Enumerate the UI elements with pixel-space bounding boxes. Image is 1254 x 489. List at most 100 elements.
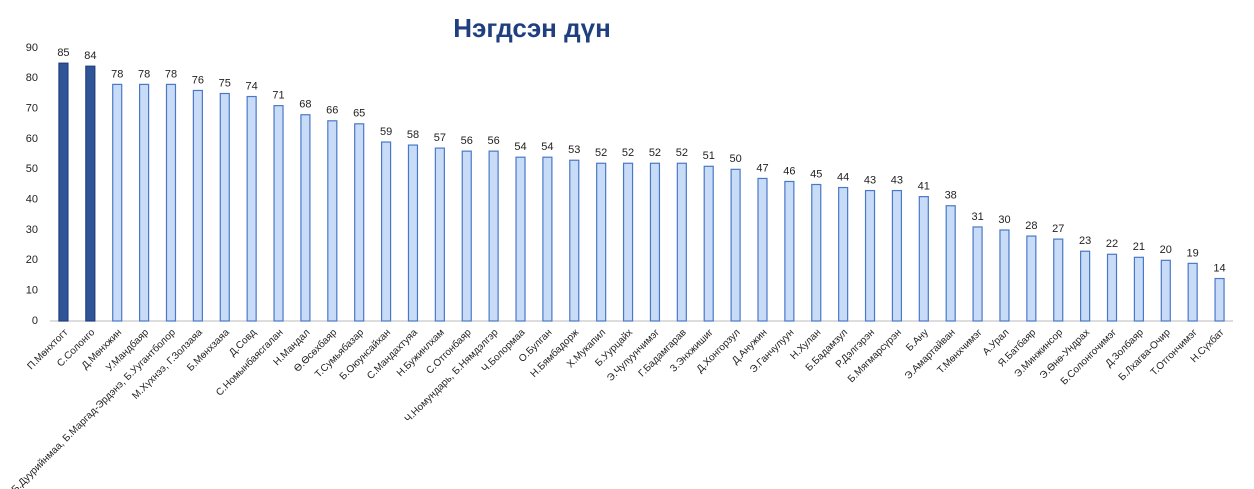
value-label: 58 [407, 129, 419, 141]
bar [488, 150, 499, 322]
value-label: 14 [1213, 262, 1225, 274]
value-label: 84 [84, 50, 96, 62]
bar [434, 147, 445, 322]
bar [85, 65, 96, 322]
value-label: 27 [1052, 223, 1064, 235]
value-label: 38 [945, 190, 957, 202]
value-label: 41 [918, 181, 930, 193]
bar [246, 95, 257, 322]
bar [380, 141, 392, 322]
bar [999, 229, 1010, 322]
value-label: 53 [568, 144, 580, 156]
value-label: 23 [1079, 235, 1091, 247]
y-tick-label: 50 [26, 163, 38, 175]
y-tick-label: 10 [26, 285, 38, 297]
value-label: 56 [488, 135, 500, 147]
value-label: 19 [1187, 247, 1199, 259]
value-label: 20 [1160, 244, 1172, 256]
bar [461, 150, 472, 322]
value-label: 59 [380, 126, 392, 138]
value-label: 31 [971, 211, 983, 223]
bar [515, 156, 526, 322]
bar [112, 83, 123, 322]
bar [300, 114, 311, 322]
bar [730, 168, 741, 322]
y-tick-label: 70 [26, 103, 38, 115]
value-label: 43 [864, 174, 876, 186]
chart-title: Нэгдсэн дүн [453, 13, 611, 43]
value-label: 54 [541, 141, 553, 153]
value-label: 52 [595, 147, 607, 159]
value-label: 43 [891, 174, 903, 186]
bar [165, 83, 177, 322]
value-label: 54 [514, 141, 526, 153]
value-label: 57 [434, 132, 446, 144]
y-tick-label: 80 [26, 72, 38, 84]
value-label: 78 [138, 68, 150, 80]
bar [784, 180, 795, 322]
value-label: 30 [998, 214, 1010, 226]
value-label: 52 [622, 147, 634, 159]
value-label: 22 [1106, 238, 1118, 250]
bar [1106, 253, 1118, 322]
bar [864, 189, 876, 322]
value-label: 28 [1025, 220, 1037, 232]
bar [569, 159, 580, 322]
y-tick-label: 30 [26, 224, 38, 236]
y-tick-label: 20 [26, 254, 38, 266]
value-label: 52 [676, 147, 688, 159]
bar [192, 89, 203, 322]
bar [1026, 235, 1037, 322]
value-label: 85 [57, 47, 69, 59]
bar [1133, 256, 1144, 322]
value-label: 65 [353, 108, 365, 120]
bar [58, 62, 69, 322]
bar [838, 186, 849, 322]
value-label: 56 [461, 135, 473, 147]
bar [811, 183, 822, 322]
bar [676, 162, 687, 322]
value-label: 74 [246, 80, 258, 92]
value-label: 21 [1133, 241, 1145, 253]
value-label: 78 [111, 68, 123, 80]
y-tick-label: 90 [26, 42, 38, 54]
bar [1160, 259, 1171, 322]
bar [327, 120, 338, 322]
bar [1187, 262, 1198, 322]
value-label: 45 [810, 168, 822, 180]
bar [1214, 277, 1225, 322]
y-tick-label: 60 [26, 133, 38, 145]
bar [1053, 238, 1064, 322]
value-label: 46 [783, 165, 795, 177]
value-label: 75 [219, 77, 231, 89]
bar [1080, 250, 1091, 322]
value-label: 78 [165, 68, 177, 80]
bar [757, 177, 768, 322]
bar [219, 92, 230, 322]
y-tick-label: 0 [32, 315, 38, 327]
bar [945, 205, 956, 322]
value-label: 51 [703, 150, 715, 162]
value-label: 50 [729, 153, 741, 165]
bar [596, 162, 607, 322]
bar [891, 189, 903, 322]
value-label: 66 [326, 105, 338, 117]
bar [542, 156, 553, 322]
value-label: 44 [837, 171, 849, 183]
y-tick-label: 40 [26, 194, 38, 206]
value-label: 76 [192, 74, 204, 86]
bar [972, 226, 983, 322]
value-label: 47 [756, 162, 768, 174]
bar [139, 83, 150, 322]
value-label: 68 [299, 99, 311, 111]
bar [649, 162, 661, 322]
bar [354, 123, 365, 322]
value-label: 71 [272, 90, 284, 102]
bar [407, 144, 419, 322]
bar [918, 196, 929, 322]
bar [273, 105, 284, 322]
bar [622, 162, 634, 322]
value-label: 52 [649, 147, 661, 159]
bar [703, 165, 714, 322]
